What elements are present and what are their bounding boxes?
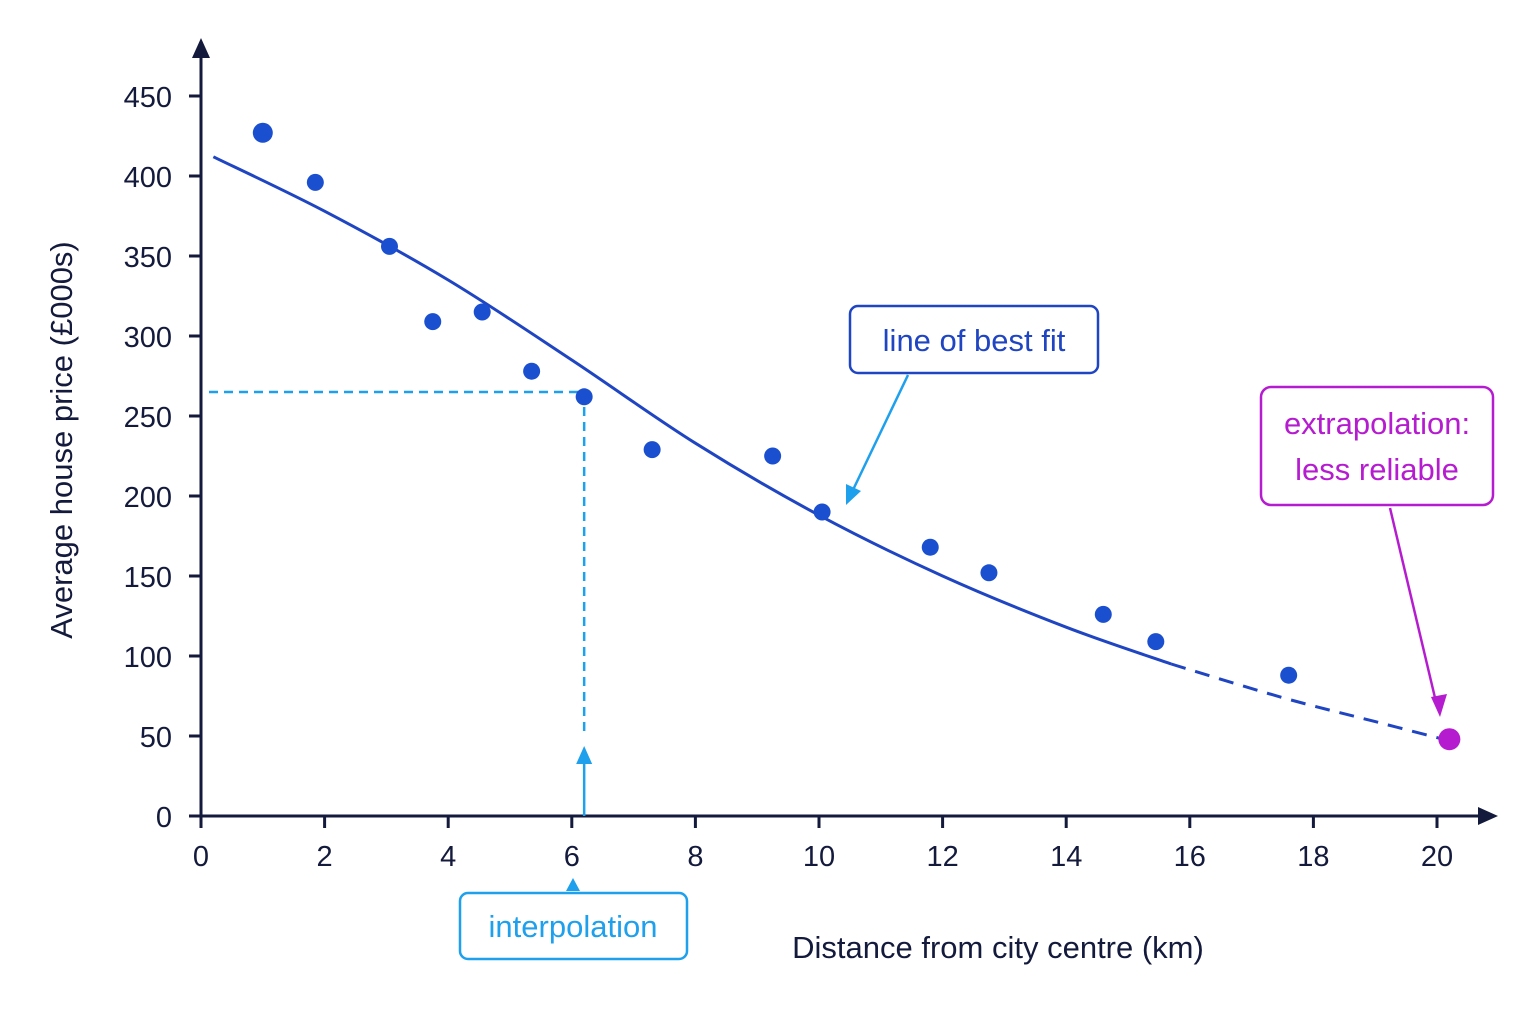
data-point [921, 538, 939, 556]
y-axis: 0 50 100 150 200 250 300 350 400 450 [124, 38, 210, 834]
y-tick-label: 0 [156, 802, 172, 834]
y-tick-label: 200 [124, 482, 172, 514]
extrapolation-pointer-head [1431, 694, 1447, 717]
best-fit-pointer-head [846, 484, 861, 505]
extrapolation-pointer [1388, 507, 1438, 703]
x-axis-title: Distance from city centre (km) [792, 930, 1204, 965]
interpolation-label-box [458, 891, 689, 961]
x-tick-label: 20 [1421, 841, 1453, 873]
best-fit-annotation: line of best fit [846, 304, 1100, 505]
extrapolation-label-box [1259, 385, 1495, 507]
data-point [380, 237, 398, 255]
extrapolation-annotation: extrapolation: less reliable [1259, 385, 1495, 717]
x-axis-arrowhead [1478, 807, 1498, 825]
interpolation-guides [209, 390, 593, 816]
x-tick-label: 6 [564, 841, 580, 873]
data-point [1280, 666, 1298, 684]
x-tick-label: 2 [317, 841, 333, 873]
y-axis-title: Average house price (£000s) [44, 241, 79, 639]
interpolation-label: interpolation [489, 909, 658, 944]
y-ticks: 0 50 100 150 200 250 300 350 400 450 [124, 82, 201, 834]
data-point [575, 388, 593, 406]
best-fit-line [212, 155, 1444, 741]
data-point [306, 173, 324, 191]
x-ticks: 0 2 4 6 8 10 12 14 16 18 20 [193, 816, 1453, 873]
x-tick-label: 4 [440, 841, 456, 873]
interpolation-pointer-head [566, 878, 580, 891]
best-fit-extrapolated [1170, 662, 1444, 741]
x-tick-label: 0 [193, 841, 209, 873]
data-point [980, 564, 998, 582]
data-point [252, 122, 273, 143]
data-points [252, 122, 1298, 684]
y-tick-label: 450 [124, 82, 172, 114]
data-point [813, 503, 831, 521]
x-axis: 0 2 4 6 8 10 12 14 16 18 20 [193, 807, 1498, 873]
data-point [764, 447, 782, 465]
best-fit-label-box [848, 304, 1100, 375]
x-tick-label: 8 [687, 841, 703, 873]
x-tick-label: 10 [803, 841, 835, 873]
x-tick-label: 14 [1050, 841, 1082, 873]
data-point [1094, 605, 1112, 623]
y-tick-label: 350 [124, 242, 172, 274]
data-point [473, 303, 491, 321]
data-point [643, 441, 661, 459]
data-point [1147, 633, 1165, 651]
best-fit-label: line of best fit [883, 323, 1066, 358]
y-axis-arrowhead [192, 38, 210, 58]
x-tick-label: 12 [926, 841, 958, 873]
y-tick-label: 100 [124, 642, 172, 674]
best-fit-solid [212, 155, 1172, 666]
y-tick-label: 250 [124, 402, 172, 434]
best-fit-pointer [850, 374, 910, 493]
data-point [523, 362, 541, 380]
x-tick-label: 16 [1174, 841, 1206, 873]
y-tick-label: 150 [124, 562, 172, 594]
data-point [424, 313, 442, 331]
y-tick-label: 300 [124, 322, 172, 354]
extrapolation-label-line2: less reliable [1295, 452, 1459, 487]
extrapolated-point [1438, 728, 1461, 751]
x-tick-label: 18 [1297, 841, 1329, 873]
interpolation-up-arrowhead [576, 746, 593, 764]
interpolation-annotation: interpolation [458, 878, 689, 961]
y-tick-label: 400 [124, 162, 172, 194]
y-tick-label: 50 [140, 722, 172, 754]
extrapolation-label-line1: extrapolation: [1284, 406, 1470, 441]
